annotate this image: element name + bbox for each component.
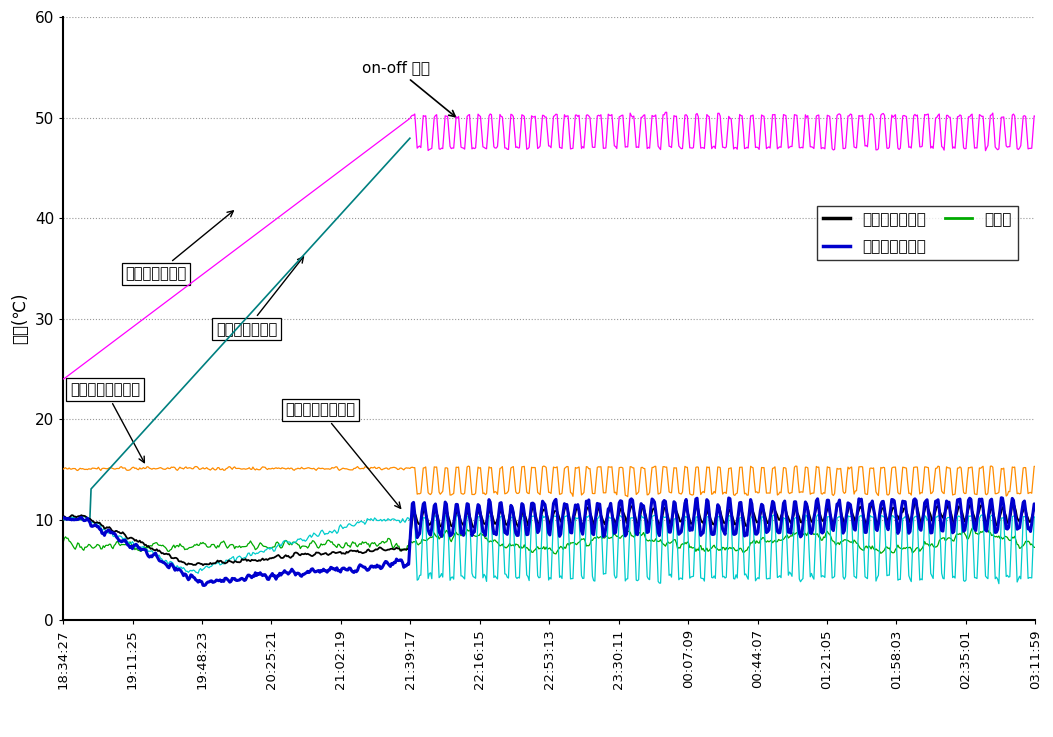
Text: 응축기출구온도: 응축기출구온도 [125,211,234,282]
Text: 지하공기입구온도: 지하공기입구온도 [69,382,144,463]
Text: on-off 가동: on-off 가동 [362,60,455,116]
Text: 응축기입구온도: 응축기입구온도 [216,256,303,337]
Text: 지하공기출구온도: 지하공기출구온도 [285,402,400,509]
Legend: 증발기입구온도, 증발기출구온도, 외기온: 증발기입구온도, 증발기출구온도, 외기온 [817,206,1018,260]
Y-axis label: 온도(℃): 온도(℃) [12,293,29,344]
